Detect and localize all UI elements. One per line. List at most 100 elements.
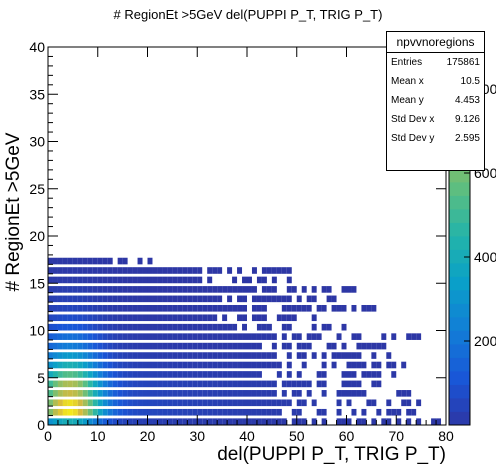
heatmap-cell <box>376 342 382 350</box>
axes: 0 10 20 30 40 50 60 70 8005101520253035402004006… <box>29 39 496 444</box>
heatmap-cell <box>77 276 83 284</box>
heatmap-cell <box>197 352 203 359</box>
heatmap-cell <box>197 390 203 397</box>
heatmap-cell <box>207 361 213 369</box>
heatmap-cell <box>137 323 143 331</box>
heatmap-cell <box>341 380 347 388</box>
heatmap-cell <box>222 323 228 331</box>
heatmap-cell <box>72 352 78 359</box>
heatmap-cell <box>97 333 103 340</box>
heatmap-cell <box>251 361 257 369</box>
heatmap-cell <box>346 418 352 425</box>
heatmap-cell <box>261 333 267 340</box>
heatmap-cell <box>227 323 233 331</box>
heatmap-cell <box>167 314 173 322</box>
heatmap-cell <box>92 352 98 359</box>
heatmap-cell <box>117 352 123 359</box>
heatmap-cell <box>256 314 262 322</box>
heatmap-cell <box>122 342 128 350</box>
heatmap-cell <box>48 342 53 350</box>
heatmap-cell <box>67 257 73 265</box>
heatmap-cell <box>306 390 312 397</box>
heatmap-cell <box>311 418 317 425</box>
heatmap-cell <box>237 399 243 407</box>
heatmap-cell <box>291 333 297 340</box>
heatmap-cell <box>187 295 193 303</box>
heatmap-cell <box>222 304 228 312</box>
heatmap-cell <box>351 361 357 369</box>
heatmap-cell <box>202 399 208 407</box>
heatmap-cell <box>197 267 203 274</box>
heatmap-cell <box>177 267 183 274</box>
heatmap-cell <box>162 361 168 369</box>
palette-step <box>449 263 470 277</box>
heatmap-cell <box>296 342 302 350</box>
heatmap-cell <box>371 418 377 425</box>
heatmap-cell <box>281 304 287 312</box>
y-tick-label: 20 <box>29 228 45 244</box>
heatmap-cell <box>82 304 88 312</box>
heatmap-cell <box>286 323 292 331</box>
heatmap-cell <box>167 390 173 397</box>
heatmap-cell <box>406 418 412 425</box>
heatmap-cell <box>48 418 53 425</box>
heatmap-cell <box>251 352 257 359</box>
heatmap-cell <box>57 342 63 350</box>
heatmap-cell <box>217 380 223 388</box>
x-tick-label: 70 <box>388 428 404 444</box>
heatmap-cell <box>57 276 63 284</box>
heatmap-cell <box>212 352 218 359</box>
heatmap-cell <box>232 323 238 331</box>
heatmap-cell <box>207 267 213 274</box>
heatmap-cell <box>321 286 327 293</box>
heatmap-cell <box>127 418 133 425</box>
heatmap-cell <box>97 342 103 350</box>
heatmap-cell <box>386 352 392 359</box>
heatmap-cell <box>266 408 272 416</box>
heatmap-cell <box>261 323 267 331</box>
heatmap-cell <box>256 276 262 284</box>
heatmap-cell <box>197 380 203 388</box>
heatmap-cell <box>187 276 193 284</box>
y-tick-label: 30 <box>29 134 45 150</box>
heatmap-cell <box>281 342 287 350</box>
heatmap-cell <box>242 408 247 416</box>
heatmap-cell <box>291 390 297 397</box>
heatmap-cell <box>112 333 118 340</box>
heatmap-cell <box>351 352 357 359</box>
heatmap-cell <box>286 399 292 407</box>
heatmap-cell <box>92 276 98 284</box>
heatmap-cell <box>82 286 88 293</box>
heatmap-cell <box>207 333 213 340</box>
heatmap-cell <box>281 333 287 340</box>
heatmap-cell <box>197 295 203 303</box>
heatmap-cell <box>107 304 113 312</box>
heatmap-cell <box>147 276 153 284</box>
heatmap-cell <box>237 380 243 388</box>
heatmap-cell <box>62 314 68 322</box>
heatmap-cell <box>77 257 83 265</box>
heatmap-cell <box>48 314 53 322</box>
heatmap-cell <box>87 267 93 274</box>
heatmap-cell <box>62 352 68 359</box>
heatmap-cell <box>72 257 78 265</box>
heatmap-cell <box>122 418 128 425</box>
heatmap-cell <box>87 418 93 425</box>
heatmap-cell <box>251 314 257 322</box>
heatmap-cell <box>152 267 158 274</box>
heatmap-cell <box>117 314 123 322</box>
heatmap-cell <box>336 408 342 416</box>
heatmap-cell <box>247 361 252 369</box>
heatmap-cell <box>48 286 53 293</box>
heatmap-cell <box>306 380 312 388</box>
heatmap-cell <box>351 304 357 312</box>
heatmap-cell <box>67 380 73 388</box>
heatmap-cell <box>112 390 118 397</box>
heatmap-cell <box>227 399 233 407</box>
stats-label: Std Dev y <box>391 133 435 144</box>
heatmap-cell <box>207 323 213 331</box>
heatmap-cell <box>147 361 153 369</box>
heatmap-cell <box>227 361 233 369</box>
heatmap-cell <box>396 418 402 425</box>
heatmap-cell <box>107 352 113 359</box>
